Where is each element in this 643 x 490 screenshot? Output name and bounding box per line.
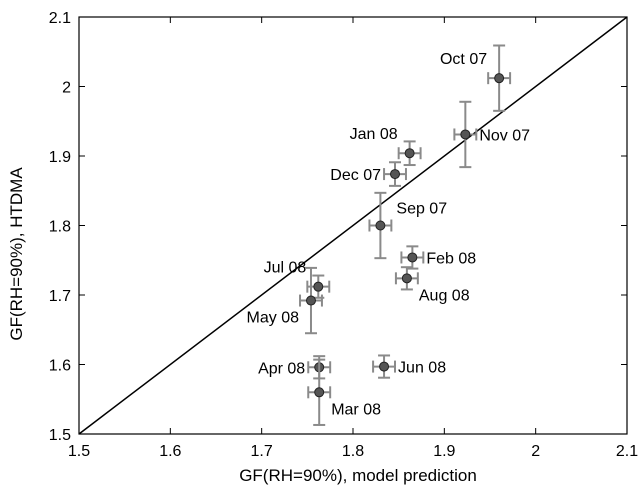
data-point: Sep 07	[368, 191, 447, 260]
point-marker	[390, 169, 401, 180]
point-marker	[404, 148, 415, 159]
x-tick-label: 1.6	[159, 443, 181, 460]
point-marker	[313, 281, 324, 292]
data-point: Dec 07	[330, 161, 407, 187]
one-to-one-line	[78, 16, 628, 435]
point-label: Aug 08	[419, 287, 470, 304]
point-marker	[407, 252, 418, 263]
point-marker	[494, 73, 505, 84]
y-tick-label: 1.9	[49, 149, 71, 166]
x-axis-label: GF(RH=90%), model prediction	[239, 466, 477, 485]
x-tick-label: 2.1	[616, 443, 638, 460]
data-point: Feb 08	[400, 245, 476, 270]
point-label: Dec 07	[330, 167, 381, 184]
plot-area: Oct 07 Nov 07 Jan 08 Dec 07 Sep 07 Feb 08 Aug …	[78, 16, 628, 435]
point-label: Mar 08	[331, 401, 381, 418]
y-tick-label: 1.7	[49, 288, 71, 305]
point-marker	[460, 129, 471, 140]
point-label: Jun 08	[398, 360, 446, 377]
point-marker	[379, 361, 390, 372]
data-point: Nov 07	[453, 100, 530, 169]
data-point: Oct 07	[440, 44, 512, 112]
point-label: Oct 07	[440, 51, 487, 68]
point-marker	[401, 273, 412, 284]
point-label: Feb 08	[426, 250, 476, 267]
data-point: Mar 08	[307, 358, 381, 426]
point-label: Jan 08	[350, 126, 398, 143]
point-label: May 08	[247, 310, 300, 327]
y-tick-label: 1.6	[49, 358, 71, 375]
axis-ticks: 1.5 1.6 1.7 1.8 1.9 2 2.1 1.5 1.6 1.7 1.8 1.9 2 2.1	[49, 10, 638, 460]
x-tick-label: 1.8	[342, 443, 364, 460]
y-tick-label: 2	[62, 80, 71, 97]
data-point: Jan 08	[350, 126, 422, 167]
x-tick-label: 1.9	[433, 443, 455, 460]
point-marker	[314, 387, 325, 398]
point-label: Nov 07	[479, 127, 530, 144]
x-tick-label: 2	[531, 443, 540, 460]
y-axis-label: GF(RH=90%), HTDMA	[7, 167, 26, 341]
x-tick-label: 1.7	[251, 443, 273, 460]
point-label: Jul 08	[264, 260, 307, 277]
data-point: Jul 08	[264, 260, 331, 299]
y-tick-label: 1.8	[49, 219, 71, 236]
data-point: Aug 08	[394, 266, 470, 304]
y-tick-label: 2.1	[49, 10, 71, 27]
point-label: Sep 07	[396, 201, 447, 218]
point-label: Apr 08	[258, 360, 305, 377]
data-point: Jun 08	[372, 354, 446, 379]
y-tick-label: 1.5	[49, 427, 71, 444]
data-point: May 08	[247, 266, 323, 335]
point-marker	[375, 220, 386, 231]
point-marker	[305, 295, 316, 306]
x-tick-label: 1.5	[68, 443, 90, 460]
